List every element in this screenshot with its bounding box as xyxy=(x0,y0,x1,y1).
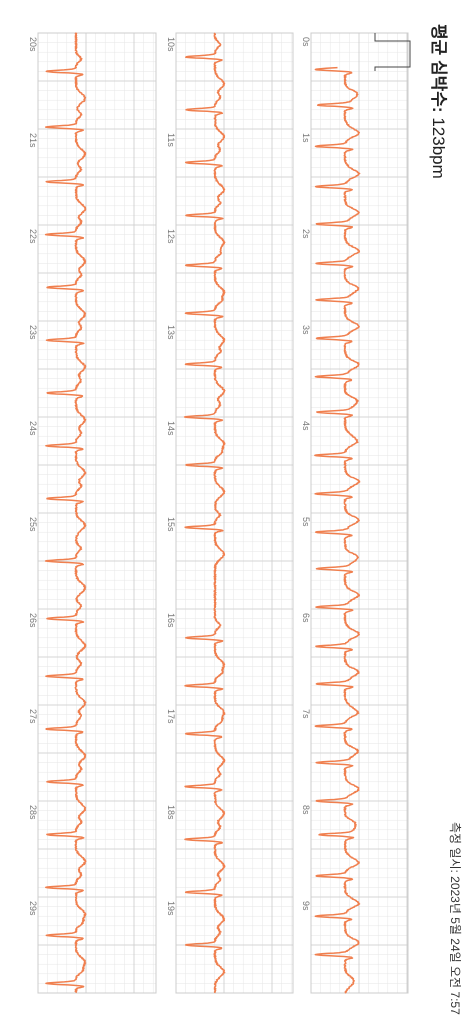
time-tick-label: 9s xyxy=(301,901,311,911)
time-tick-label: 3s xyxy=(301,325,311,335)
time-tick-label: 22s xyxy=(28,229,38,244)
strip-border xyxy=(310,32,409,994)
time-tick-label: 4s xyxy=(301,421,311,431)
time-tick-label: 12s xyxy=(166,229,176,244)
time-tick-label: 7s xyxy=(301,709,311,719)
ecg-trace xyxy=(314,66,361,994)
time-tick-label: 0s xyxy=(301,37,311,47)
time-tick-label: 14s xyxy=(166,421,176,436)
time-tick-label: 10s xyxy=(166,37,176,52)
time-tick-label: 17s xyxy=(166,709,176,724)
time-tick-label: 13s xyxy=(166,325,176,340)
calibration-pulse xyxy=(374,33,411,71)
time-tick-label: 19s xyxy=(166,901,176,916)
time-tick-label: 27s xyxy=(28,709,38,724)
ecg-trace xyxy=(44,32,87,994)
time-tick-label: 29s xyxy=(28,901,38,916)
time-tick-label: 28s xyxy=(28,805,38,820)
time-tick-label: 26s xyxy=(28,613,38,628)
time-tick-label: 1s xyxy=(301,133,311,143)
time-tick-label: 5s xyxy=(301,517,311,527)
time-tick-label: 16s xyxy=(166,613,176,628)
time-tick-label: 23s xyxy=(28,325,38,340)
time-tick-label: 15s xyxy=(166,517,176,532)
strip-border xyxy=(175,32,294,994)
time-tick-label: 2s xyxy=(301,229,311,239)
time-tick-label: 20s xyxy=(28,37,38,52)
time-tick-label: 21s xyxy=(28,133,38,148)
strip-border xyxy=(37,32,157,994)
ecg-trace xyxy=(183,32,226,994)
time-tick-label: 25s xyxy=(28,517,38,532)
time-tick-label: 6s xyxy=(301,613,311,623)
time-tick-label: 8s xyxy=(301,805,311,815)
time-tick-label: 18s xyxy=(166,805,176,820)
time-tick-label: 11s xyxy=(166,133,176,147)
time-tick-label: 24s xyxy=(28,421,38,436)
